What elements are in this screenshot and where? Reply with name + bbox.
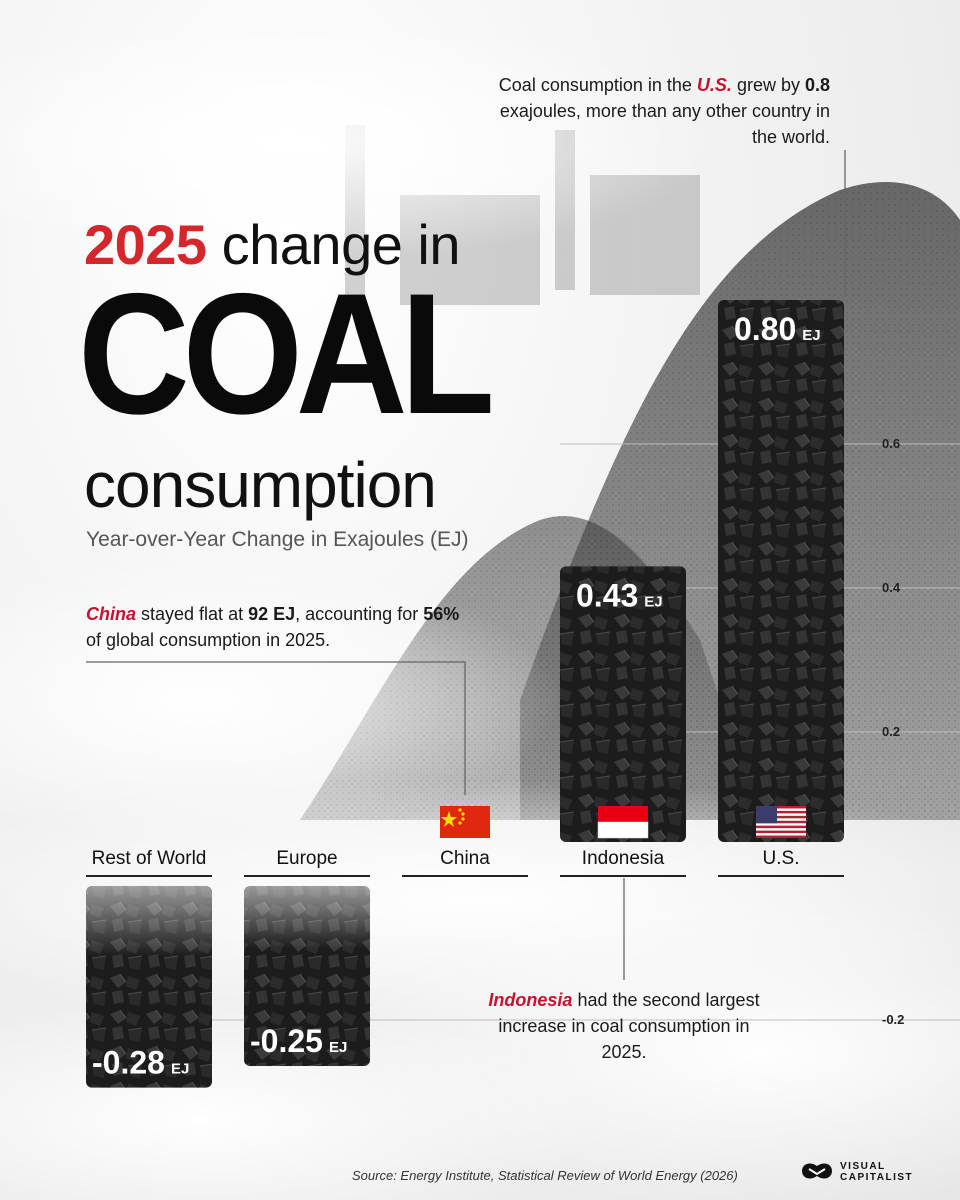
indonesia-note-post: had the second largest increase in coal … bbox=[498, 990, 760, 1062]
title-year: 2025 bbox=[84, 213, 207, 276]
subtitle: Year-over-Year Change in Exajoules (EJ) bbox=[86, 528, 469, 551]
category-label: Rest of World bbox=[92, 848, 207, 869]
china-note-mid2: , accounting for bbox=[295, 604, 424, 624]
flag-us-icon bbox=[756, 806, 806, 838]
flag-china-icon bbox=[440, 806, 490, 838]
visual-capitalist-logo: VISUAL CAPITALIST bbox=[800, 1158, 930, 1186]
flag-indonesia-icon bbox=[597, 806, 649, 839]
china-note-mid: stayed flat at bbox=[136, 604, 249, 624]
y-tick-label: 0.2 bbox=[882, 724, 900, 739]
indonesia-note-country: Indonesia bbox=[488, 990, 573, 1010]
brand-line1: VISUAL bbox=[840, 1161, 886, 1172]
title-coal: COAL bbox=[78, 258, 495, 450]
visual-capitalist-mark-icon bbox=[802, 1163, 832, 1179]
category-label: Europe bbox=[276, 848, 337, 869]
annotation-leaders bbox=[86, 150, 846, 980]
brand-line2: CAPITALIST bbox=[840, 1172, 914, 1183]
us-note-pre: Coal consumption in the bbox=[498, 75, 697, 95]
y-tick-label: -0.2 bbox=[882, 1012, 904, 1027]
bar-u-s- bbox=[718, 300, 844, 842]
indonesia-annotation: Indonesia had the second largest increas… bbox=[484, 987, 764, 1065]
china-leader-line bbox=[86, 661, 466, 795]
us-note-mid: grew by bbox=[731, 75, 805, 95]
china-note-value: 92 EJ bbox=[248, 604, 296, 624]
us-annotation: Coal consumption in the U.S. grew by 0.8… bbox=[470, 72, 830, 150]
source-note: Source: Energy Institute, Statistical Re… bbox=[352, 1168, 738, 1183]
china-note-country: China bbox=[86, 604, 137, 624]
value-label: -0.28 EJ bbox=[92, 1045, 189, 1081]
category-label: Indonesia bbox=[582, 848, 665, 869]
category-label: U.S. bbox=[763, 848, 800, 869]
china-note-post: of global consumption in 2025. bbox=[86, 630, 331, 650]
category-label: China bbox=[440, 848, 490, 869]
china-note-share: 56% bbox=[423, 604, 460, 624]
y-tick-label: 0.4 bbox=[882, 580, 901, 595]
value-label: 0.80 EJ bbox=[734, 311, 821, 347]
y-tick-label: 0.6 bbox=[882, 436, 900, 451]
bar-fog-overlay bbox=[244, 886, 370, 1066]
bar-fog-overlay bbox=[86, 886, 212, 1088]
bar-indonesia bbox=[560, 566, 686, 842]
title-line1-rest: change in bbox=[206, 213, 461, 276]
us-note-post: exajoules, more than any other country i… bbox=[499, 101, 830, 147]
us-note-value: 0.8 bbox=[804, 75, 830, 95]
china-annotation: China stayed flat at 92 EJ, accounting f… bbox=[86, 601, 466, 653]
title-line1: 2025 change in bbox=[84, 212, 461, 277]
value-label: -0.25 EJ bbox=[250, 1023, 347, 1059]
value-label: 0.43 EJ bbox=[576, 577, 663, 613]
title-consumption: consumption bbox=[84, 449, 437, 521]
us-note-country: U.S. bbox=[696, 75, 732, 95]
